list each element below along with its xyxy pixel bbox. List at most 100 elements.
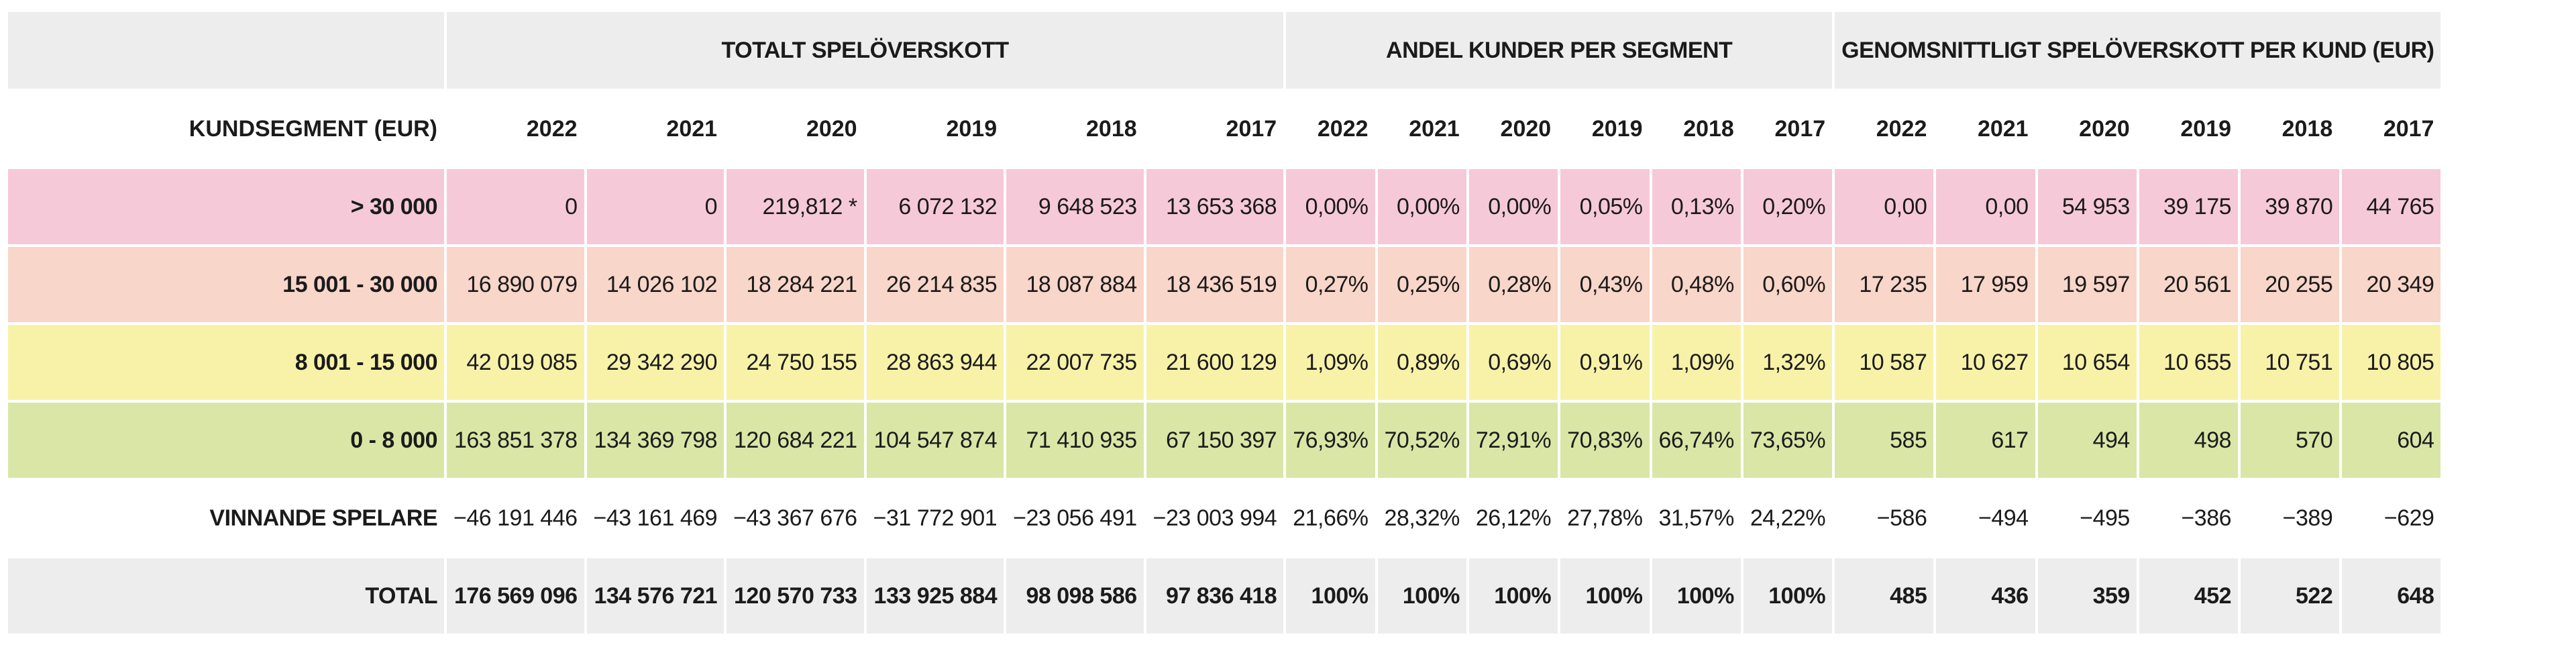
genomsnitt-cell: 604 [2342, 403, 2441, 478]
andel-cell: 0,25% [1377, 247, 1466, 322]
andel-cell: 0,89% [1377, 325, 1466, 400]
totalt-cell: 163 851 378 [447, 403, 584, 478]
andel-cell: 21,66% [1286, 481, 1375, 556]
year-header-andel-2018: 2018 [1652, 91, 1741, 166]
totalt-cell: 9 648 523 [1006, 169, 1144, 244]
totalt-cell: 0 [447, 169, 584, 244]
genomsnitt-cell: −495 [2037, 481, 2137, 556]
andel-cell: 0,13% [1652, 169, 1741, 244]
totalt-cell: 16 890 079 [447, 247, 584, 322]
totalt-cell: 97 836 418 [1146, 558, 1284, 634]
andel-cell: 100% [1377, 558, 1466, 634]
group-header-genomsnitt: GENOMSNITTLIGT SPELÖVERSKOTT PER KUND (E… [1835, 12, 2441, 89]
table-body: > 30 000 0 0 219,812 * 6 072 132 9 648 523 13 … [8, 169, 2441, 634]
customer-segment-table: TOTALT SPELÖVERSKOTT ANDEL KUNDER PER SE… [5, 9, 2443, 636]
andel-cell: 0,20% [1743, 169, 1833, 244]
genomsnitt-cell: 39 870 [2241, 169, 2340, 244]
totalt-cell: 134 369 798 [586, 403, 724, 478]
totalt-cell: 219,812 * [727, 169, 864, 244]
totalt-cell: 0 [586, 169, 724, 244]
table-row: 8 001 - 15 000 42 019 085 29 342 290 24 750… [8, 325, 2441, 400]
andel-cell: 100% [1286, 558, 1375, 634]
andel-cell: 28,32% [1377, 481, 1466, 556]
year-header-andel-2017: 2017 [1743, 91, 1833, 166]
table-row: VINNANDE SPELARE −46 191 446 −43 161 469 −4… [8, 481, 2441, 556]
genomsnitt-cell: 10 654 [2037, 325, 2137, 400]
genomsnitt-cell: 10 627 [1936, 325, 2035, 400]
totalt-cell: −43 367 676 [727, 481, 864, 556]
totalt-cell: 18 087 884 [1006, 247, 1144, 322]
totalt-cell: 67 150 397 [1146, 403, 1284, 478]
segment-label: 0 - 8 000 [8, 403, 444, 478]
genomsnitt-cell: 10 587 [1835, 325, 1934, 400]
andel-cell: 0,27% [1286, 247, 1375, 322]
totalt-cell: 42 019 085 [447, 325, 584, 400]
andel-cell: 100% [1468, 558, 1558, 634]
andel-cell: 100% [1652, 558, 1741, 634]
year-header-totalt-2018: 2018 [1006, 91, 1144, 166]
year-header-totalt-2017: 2017 [1146, 91, 1284, 166]
andel-cell: 70,83% [1560, 403, 1650, 478]
totalt-cell: 18 436 519 [1146, 247, 1284, 322]
andel-cell: 27,78% [1560, 481, 1650, 556]
group-header-row: TOTALT SPELÖVERSKOTT ANDEL KUNDER PER SE… [8, 12, 2441, 89]
genomsnitt-cell: 494 [2037, 403, 2137, 478]
genomsnitt-cell: 17 959 [1936, 247, 2035, 322]
totalt-cell: 71 410 935 [1006, 403, 1144, 478]
totalt-cell: 18 284 221 [727, 247, 864, 322]
totalt-cell: 13 653 368 [1146, 169, 1284, 244]
totalt-cell: 6 072 132 [866, 169, 1004, 244]
andel-cell: 0,00% [1286, 169, 1375, 244]
totalt-cell: −46 191 446 [447, 481, 584, 556]
genomsnitt-cell: 617 [1936, 403, 2035, 478]
segment-column-header: KUNDSEGMENT (EUR) [8, 91, 444, 166]
genomsnitt-cell: 498 [2139, 403, 2239, 478]
table-row: TOTAL 176 569 096 134 576 721 120 570 733 13… [8, 558, 2441, 634]
andel-cell: 66,74% [1652, 403, 1741, 478]
andel-cell: 100% [1560, 558, 1650, 634]
andel-cell: 0,91% [1560, 325, 1650, 400]
year-header-genomsnitt-2017: 2017 [2342, 91, 2441, 166]
genomsnitt-cell: 522 [2241, 558, 2340, 634]
genomsnitt-cell: 0,00 [1936, 169, 2035, 244]
year-header-row: KUNDSEGMENT (EUR) 2022 2021 2020 2019 2018 20… [8, 91, 2441, 166]
year-header-genomsnitt-2022: 2022 [1835, 91, 1934, 166]
andel-cell: 1,09% [1652, 325, 1741, 400]
totalt-cell: 22 007 735 [1006, 325, 1144, 400]
year-header-andel-2022: 2022 [1286, 91, 1375, 166]
genomsnitt-cell: 20 349 [2342, 247, 2441, 322]
andel-cell: 0,48% [1652, 247, 1741, 322]
totalt-cell: −23 056 491 [1006, 481, 1144, 556]
year-header-andel-2021: 2021 [1377, 91, 1466, 166]
genomsnitt-cell: 452 [2139, 558, 2239, 634]
genomsnitt-cell: 10 655 [2139, 325, 2239, 400]
genomsnitt-cell: 17 235 [1835, 247, 1934, 322]
genomsnitt-cell: −629 [2342, 481, 2441, 556]
totalt-cell: 26 214 835 [866, 247, 1004, 322]
segment-label: 15 001 - 30 000 [8, 247, 444, 322]
andel-cell: 0,69% [1468, 325, 1558, 400]
corner-cell [8, 12, 444, 89]
andel-cell: 0,05% [1560, 169, 1650, 244]
andel-cell: 100% [1743, 558, 1833, 634]
genomsnitt-cell: 44 765 [2342, 169, 2441, 244]
genomsnitt-cell: −586 [1835, 481, 1934, 556]
genomsnitt-cell: 54 953 [2037, 169, 2137, 244]
genomsnitt-cell: 39 175 [2139, 169, 2239, 244]
totalt-cell: 120 684 221 [727, 403, 864, 478]
genomsnitt-cell: 436 [1936, 558, 2035, 634]
year-header-andel-2020: 2020 [1468, 91, 1558, 166]
genomsnitt-cell: 585 [1835, 403, 1934, 478]
andel-cell: 1,32% [1743, 325, 1833, 400]
totalt-cell: −43 161 469 [586, 481, 724, 556]
segment-label: VINNANDE SPELARE [8, 481, 444, 556]
table-row: 15 001 - 30 000 16 890 079 14 026 102 18 28… [8, 247, 2441, 322]
genomsnitt-cell: 485 [1835, 558, 1934, 634]
genomsnitt-cell: 19 597 [2037, 247, 2137, 322]
totalt-cell: 120 570 733 [727, 558, 864, 634]
genomsnitt-cell: −494 [1936, 481, 2035, 556]
totalt-cell: −23 003 994 [1146, 481, 1284, 556]
totalt-cell: 14 026 102 [586, 247, 724, 322]
andel-cell: 73,65% [1743, 403, 1833, 478]
